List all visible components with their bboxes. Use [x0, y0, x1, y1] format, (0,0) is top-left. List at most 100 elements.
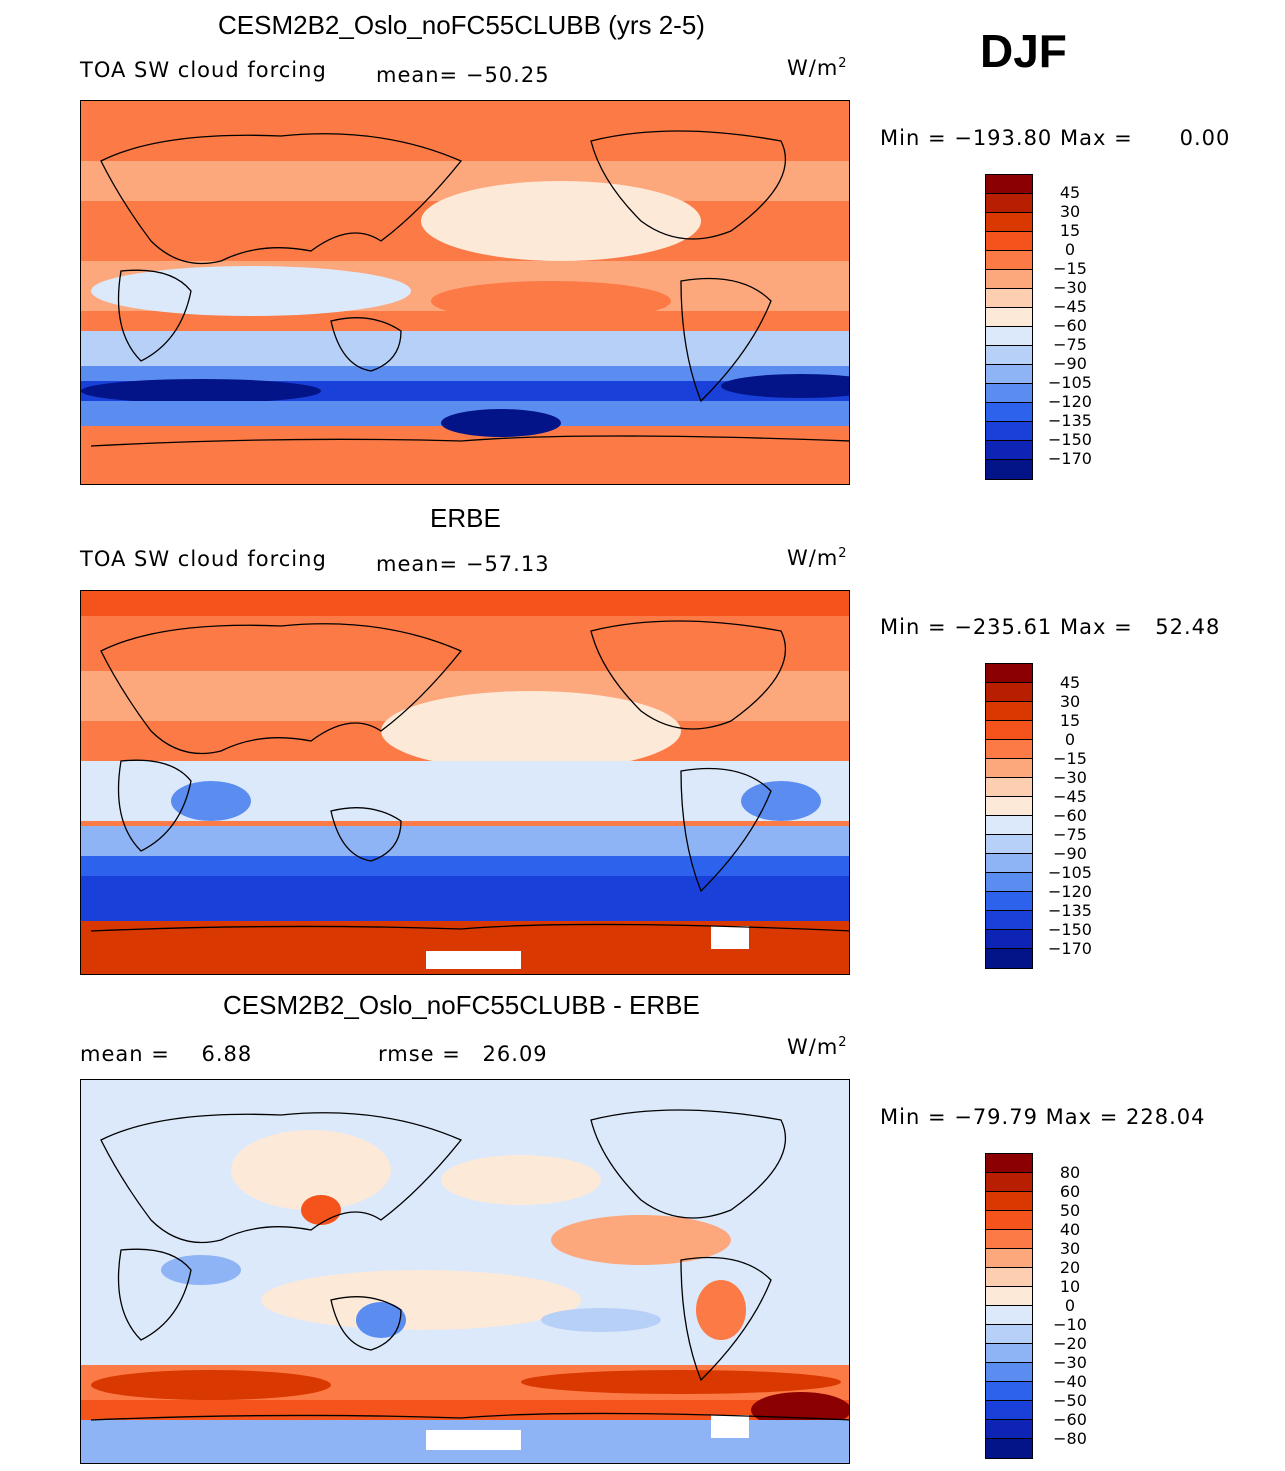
colorbar-level-label: 30	[1059, 1239, 1081, 1258]
colorbar-swatch	[986, 1268, 1032, 1287]
colorbar-swatch	[986, 740, 1032, 759]
panel-3-colorbar-labels: 80 60 50 40 30 20 10 0 −10 −20 −30 −40 −50 −60 −80	[1040, 1163, 1100, 1448]
colorbar-level-label: −50	[1053, 1391, 1087, 1410]
panel-3-units-exp: 2	[838, 1035, 848, 1050]
colorbar-swatch	[986, 1439, 1032, 1458]
colorbar-swatch	[986, 873, 1032, 892]
colorbar-swatch	[986, 308, 1032, 327]
panel-1-mean: mean= −50.25	[376, 63, 550, 87]
colorbar-level-label: 15	[1059, 221, 1081, 240]
panel-3-mean-label: mean =	[80, 1042, 170, 1066]
panel-1-min-label: Min	[880, 126, 921, 150]
colorbar-level-label: 0	[1064, 1296, 1076, 1315]
colorbar-swatch	[986, 683, 1032, 702]
panel-2-max-value: 52.48	[1155, 615, 1221, 639]
colorbar-level-label: −30	[1053, 278, 1087, 297]
panel-2-units-base: W/m	[787, 546, 839, 570]
panel-1-units-base: W/m	[787, 56, 839, 80]
colorbar-level-label: −135	[1048, 901, 1092, 920]
colorbar-level-label: −90	[1053, 844, 1087, 863]
panel-2-mean-label: mean=	[376, 552, 459, 576]
panel-2-map	[80, 590, 850, 975]
panel-3-colorbar	[985, 1153, 1033, 1459]
colorbar-swatch	[986, 1287, 1032, 1306]
colorbar-level-label: 40	[1059, 1220, 1081, 1239]
colorbar-level-label: −75	[1053, 825, 1087, 844]
colorbar-swatch	[986, 797, 1032, 816]
panel-3-rmse: rmse = 26.09	[378, 1042, 548, 1066]
colorbar-level-label: −60	[1053, 316, 1087, 335]
colorbar-swatch	[986, 664, 1032, 683]
panel-2-units: W/m2	[787, 546, 848, 570]
panel-3-max-value: 228.04	[1126, 1105, 1206, 1129]
colorbar-level-label: −30	[1053, 768, 1087, 787]
panel-1-colorbar-labels: 45 30 15 0 −15 −30 −45 −60 −75 −90 −105 −120 −135 −15…	[1040, 183, 1100, 468]
colorbar-level-label: −150	[1048, 430, 1092, 449]
colorbar-swatch	[986, 1325, 1032, 1344]
panel-3-rmse-label: rmse =	[378, 1042, 461, 1066]
colorbar-swatch	[986, 949, 1032, 968]
panel-3-units-base: W/m	[787, 1035, 839, 1059]
colorbar-level-label: 80	[1059, 1163, 1081, 1182]
colorbar-swatch	[986, 365, 1032, 384]
colorbar-level-label: −75	[1053, 335, 1087, 354]
colorbar-swatch	[986, 1344, 1032, 1363]
colorbar-swatch	[986, 270, 1032, 289]
colorbar-level-label: 30	[1059, 692, 1081, 711]
panel-3-min-label: Min	[880, 1105, 921, 1129]
colorbar-level-label: −15	[1053, 259, 1087, 278]
panel-2-title: ERBE	[430, 503, 501, 533]
colorbar-swatch	[986, 892, 1032, 911]
panel-1-minmax: Min = −193.80 Max = 0.00	[880, 126, 1231, 150]
colorbar-level-label: −15	[1053, 749, 1087, 768]
colorbar-swatch	[986, 1192, 1032, 1211]
colorbar-swatch	[986, 384, 1032, 403]
colorbar-level-label: −80	[1053, 1429, 1087, 1448]
colorbar-level-label: −45	[1053, 787, 1087, 806]
colorbar-level-label: 30	[1059, 202, 1081, 221]
colorbar-swatch	[986, 778, 1032, 797]
season-label: DJF	[980, 25, 1067, 77]
colorbar-swatch	[986, 441, 1032, 460]
colorbar-level-label: −170	[1048, 449, 1092, 468]
colorbar-swatch	[986, 816, 1032, 835]
colorbar-level-label: −45	[1053, 297, 1087, 316]
colorbar-swatch	[986, 460, 1032, 479]
panel-2-min-label: Min	[880, 615, 921, 639]
colorbar-level-label: −170	[1048, 939, 1092, 958]
panel-2-variable-label: TOA SW cloud forcing	[80, 547, 327, 571]
colorbar-level-label: 0	[1064, 240, 1076, 259]
colorbar-swatch	[986, 175, 1032, 194]
panel-3-mean-value: 6.88	[201, 1042, 253, 1066]
colorbar-swatch	[986, 346, 1032, 365]
panel-1-map	[80, 100, 850, 485]
colorbar-level-label: 45	[1059, 183, 1081, 202]
colorbar-swatch	[986, 1249, 1032, 1268]
panel-2-units-exp: 2	[838, 546, 848, 561]
panel-3-mean: mean = 6.88	[80, 1042, 252, 1066]
colorbar-swatch	[986, 835, 1032, 854]
colorbar-level-label: −30	[1053, 1353, 1087, 1372]
panel-1-units: W/m2	[787, 56, 848, 80]
colorbar-swatch	[986, 1306, 1032, 1325]
colorbar-level-label: −20	[1053, 1334, 1087, 1353]
panel-2-min-value: −235.61	[954, 615, 1053, 639]
colorbar-swatch	[986, 194, 1032, 213]
panel-2-colorbar-labels: 45 30 15 0 −15 −30 −45 −60 −75 −90 −105 −120 −135 −15…	[1040, 673, 1100, 958]
panel-3-title: CESM2B2_Oslo_noFC55CLUBB - ERBE	[223, 990, 700, 1020]
colorbar-swatch	[986, 251, 1032, 270]
colorbar-level-label: −10	[1053, 1315, 1087, 1334]
panel-3-map	[80, 1079, 850, 1464]
colorbar-level-label: −120	[1048, 392, 1092, 411]
colorbar-swatch	[986, 930, 1032, 949]
panel-2-minmax: Min = −235.61 Max = 52.48	[880, 615, 1221, 639]
panel-3-units: W/m2	[787, 1035, 848, 1059]
colorbar-swatch	[986, 213, 1032, 232]
colorbar-swatch	[986, 1401, 1032, 1420]
panel-1-max-label: Max	[1059, 126, 1107, 150]
colorbar-swatch	[986, 289, 1032, 308]
panel-3-rmse-value: 26.09	[482, 1042, 548, 1066]
panel-1-mean-value: −50.25	[465, 63, 550, 87]
colorbar-level-label: 10	[1059, 1277, 1081, 1296]
colorbar-level-label: −120	[1048, 882, 1092, 901]
